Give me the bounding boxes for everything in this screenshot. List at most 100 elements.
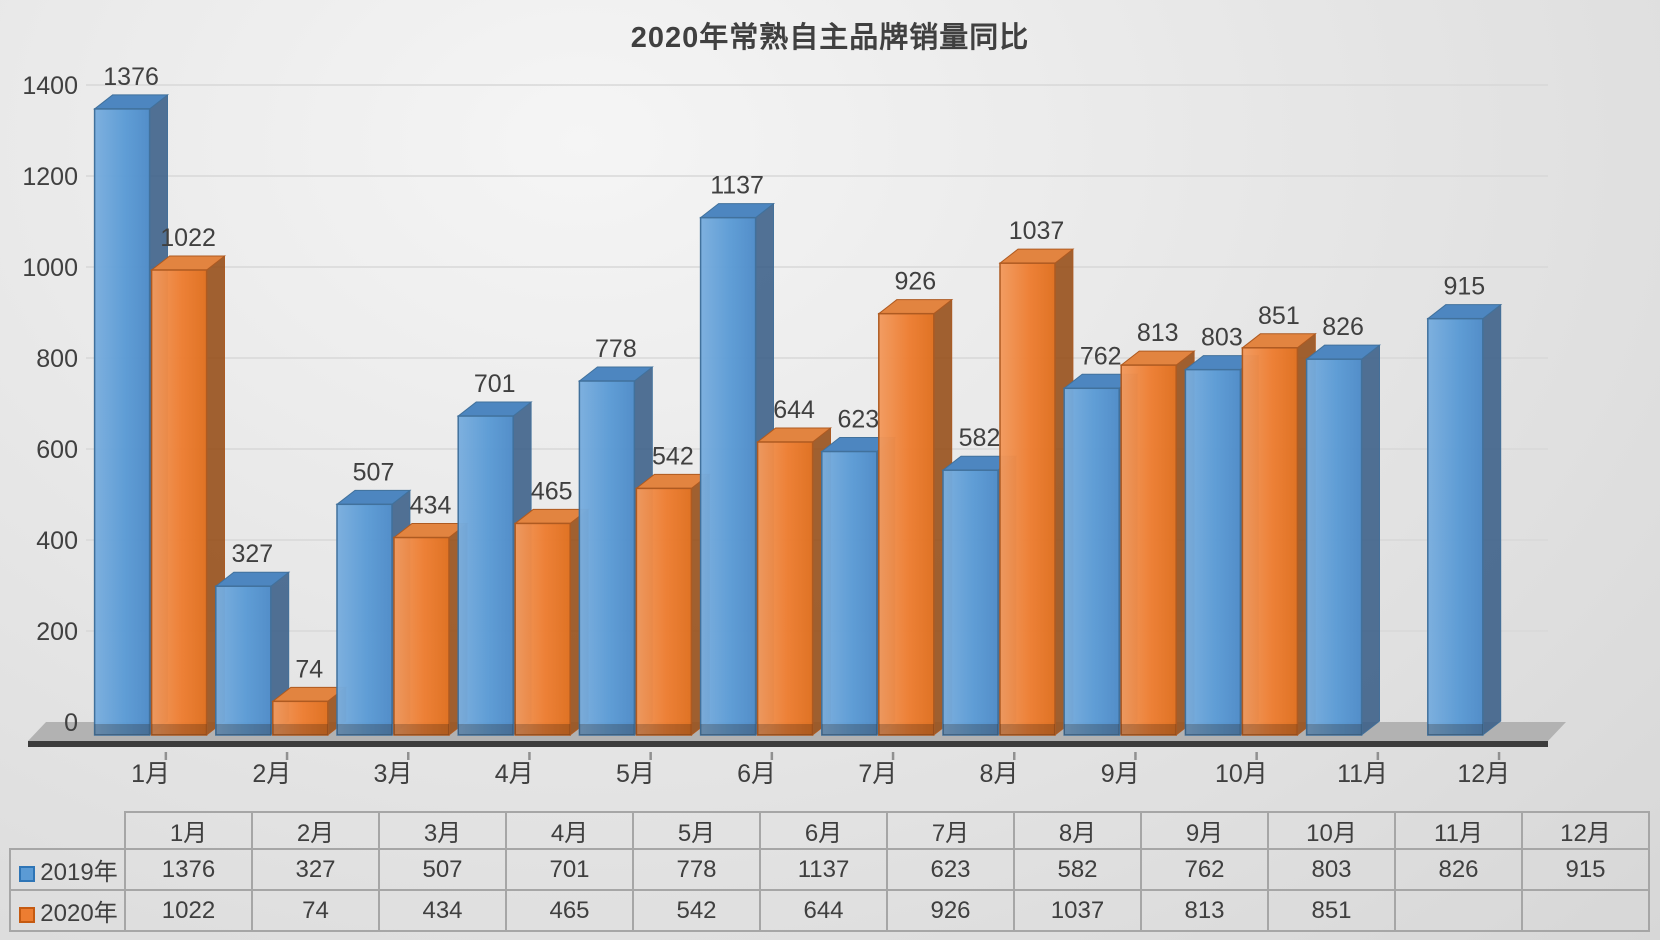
y-axis-label: 200 xyxy=(36,618,78,646)
value-cell xyxy=(1394,889,1523,932)
value-cell: 701 xyxy=(505,848,634,891)
month-header-cell: 10月 xyxy=(1267,811,1396,850)
value-cell: 542 xyxy=(632,889,761,932)
bar-2020年-2月 xyxy=(272,700,329,736)
data-label: 542 xyxy=(652,442,694,470)
data-label: 327 xyxy=(231,540,273,568)
data-label: 74 xyxy=(295,655,323,683)
data-label: 701 xyxy=(474,370,516,398)
data-label: 507 xyxy=(353,458,395,486)
bar-2019年-1月 xyxy=(93,108,151,736)
value-cell: 778 xyxy=(632,848,761,891)
x-axis-label: 11月 xyxy=(1337,760,1388,788)
bar-foot-shade xyxy=(1185,724,1241,735)
value-cell xyxy=(1521,889,1650,932)
bar-2020年-7月 xyxy=(878,312,935,736)
legend-swatch xyxy=(19,907,36,923)
table-header-row: 1月 2月 3月 4月 5月 6月 7月 8月 9月 10月 11月 12月 xyxy=(10,811,1650,850)
value-cell: 465 xyxy=(505,889,634,932)
x-axis-label: 3月 xyxy=(374,760,413,788)
x-axis-tick xyxy=(164,752,168,760)
bar-foot-shade xyxy=(1064,724,1120,735)
value-cell: 803 xyxy=(1267,848,1396,891)
bar-foot-shade xyxy=(943,724,998,735)
bar-2020年-5月 xyxy=(635,487,693,736)
value-cell: 582 xyxy=(1013,848,1142,891)
series-label-cell: 2020年 xyxy=(9,889,126,932)
bar-2019年-8月 xyxy=(942,469,999,736)
table-corner-cell xyxy=(10,812,125,849)
table-row: 2020年 1022 74 434 465 542 644 926 1037 813 851 xyxy=(9,889,1650,932)
month-header-cell: 3月 xyxy=(378,811,507,850)
x-axis-label: 2月 xyxy=(252,760,291,788)
y-axis-label: 0 xyxy=(64,709,78,737)
y-axis-label: 400 xyxy=(36,527,78,555)
legend-swatch xyxy=(19,866,36,882)
x-axis-tick xyxy=(407,752,410,760)
x-axis-label: 9月 xyxy=(1101,760,1140,788)
data-label: 1022 xyxy=(160,224,216,252)
series-label-cell: 2019年 xyxy=(9,848,126,891)
bar-foot-shade xyxy=(515,724,571,735)
data-label: 813 xyxy=(1137,319,1179,347)
bar-2019年-9月 xyxy=(1063,387,1120,736)
bar-side-face xyxy=(1361,344,1380,736)
value-cell: 915 xyxy=(1521,848,1650,891)
x-axis-tick xyxy=(891,752,895,760)
y-axis-label: 1200 xyxy=(22,163,78,191)
bar-2020年-1月 xyxy=(150,269,208,736)
bar-2019年-5月 xyxy=(578,380,636,736)
x-axis-label: 12月 xyxy=(1457,760,1510,788)
value-cell: 826 xyxy=(1394,848,1523,891)
x-axis-label: 5月 xyxy=(616,760,655,788)
data-label: 778 xyxy=(595,335,637,363)
value-cell: 762 xyxy=(1140,848,1269,891)
x-axis-tick xyxy=(285,752,289,760)
bar-2019年-12月 xyxy=(1427,317,1484,736)
x-axis-label: 8月 xyxy=(980,760,1019,788)
bar-foot-shade xyxy=(757,724,813,735)
bar-chart-3d: 0 200 400 600 800 1000 1200 1400 1月 1376 1022 2月 327… xyxy=(22,63,1566,788)
bar-foot-shade xyxy=(1427,724,1483,735)
bar-foot-shade xyxy=(394,724,449,735)
x-axis-label: 7月 xyxy=(858,760,897,788)
value-cell: 1137 xyxy=(759,848,888,891)
month-header-cell: 6月 xyxy=(759,811,888,850)
month-header-cell: 9月 xyxy=(1140,811,1269,850)
data-label: 762 xyxy=(1080,342,1122,370)
y-axis-label: 1000 xyxy=(22,254,78,282)
value-cell: 74 xyxy=(251,889,380,932)
x-axis-tick xyxy=(1134,752,1137,760)
bar-2020年-8月 xyxy=(999,262,1056,736)
month-header-cell: 7月 xyxy=(886,811,1015,850)
x-axis-label: 10月 xyxy=(1215,760,1268,788)
bar-2020年-6月 xyxy=(756,441,814,736)
data-label: 1137 xyxy=(710,172,764,200)
value-cell: 644 xyxy=(759,889,888,932)
month-header-cell: 5月 xyxy=(632,811,761,850)
bar-2019年-6月 xyxy=(699,216,757,736)
data-label: 826 xyxy=(1322,313,1364,341)
bar-foot-shade xyxy=(215,724,271,735)
data-label: 1037 xyxy=(1009,217,1065,245)
y-axis-label: 600 xyxy=(36,436,78,464)
value-cell: 327 xyxy=(251,848,380,891)
x-axis-tick xyxy=(1255,752,1258,760)
x-axis-label: 6月 xyxy=(737,760,776,788)
bar-foot-shade xyxy=(700,724,756,735)
data-label: 1376 xyxy=(103,63,159,91)
month-header-cell: 8月 xyxy=(1013,811,1142,850)
month-header-cell: 1月 xyxy=(124,811,253,850)
month-header-cell: 4月 xyxy=(505,811,634,850)
bar-2020年-3月 xyxy=(393,536,450,736)
y-axis-label: 800 xyxy=(36,345,78,373)
data-label: 582 xyxy=(959,424,1001,452)
bar-2019年-3月 xyxy=(336,503,393,736)
data-label: 465 xyxy=(531,477,573,505)
value-cell: 1037 xyxy=(1013,889,1142,932)
bar-2019年-10月 xyxy=(1184,368,1242,736)
month-header-cell: 11月 xyxy=(1394,811,1523,850)
bar-foot-shade xyxy=(636,724,692,735)
x-axis-label: 4月 xyxy=(495,760,534,788)
data-label: 851 xyxy=(1258,302,1300,330)
